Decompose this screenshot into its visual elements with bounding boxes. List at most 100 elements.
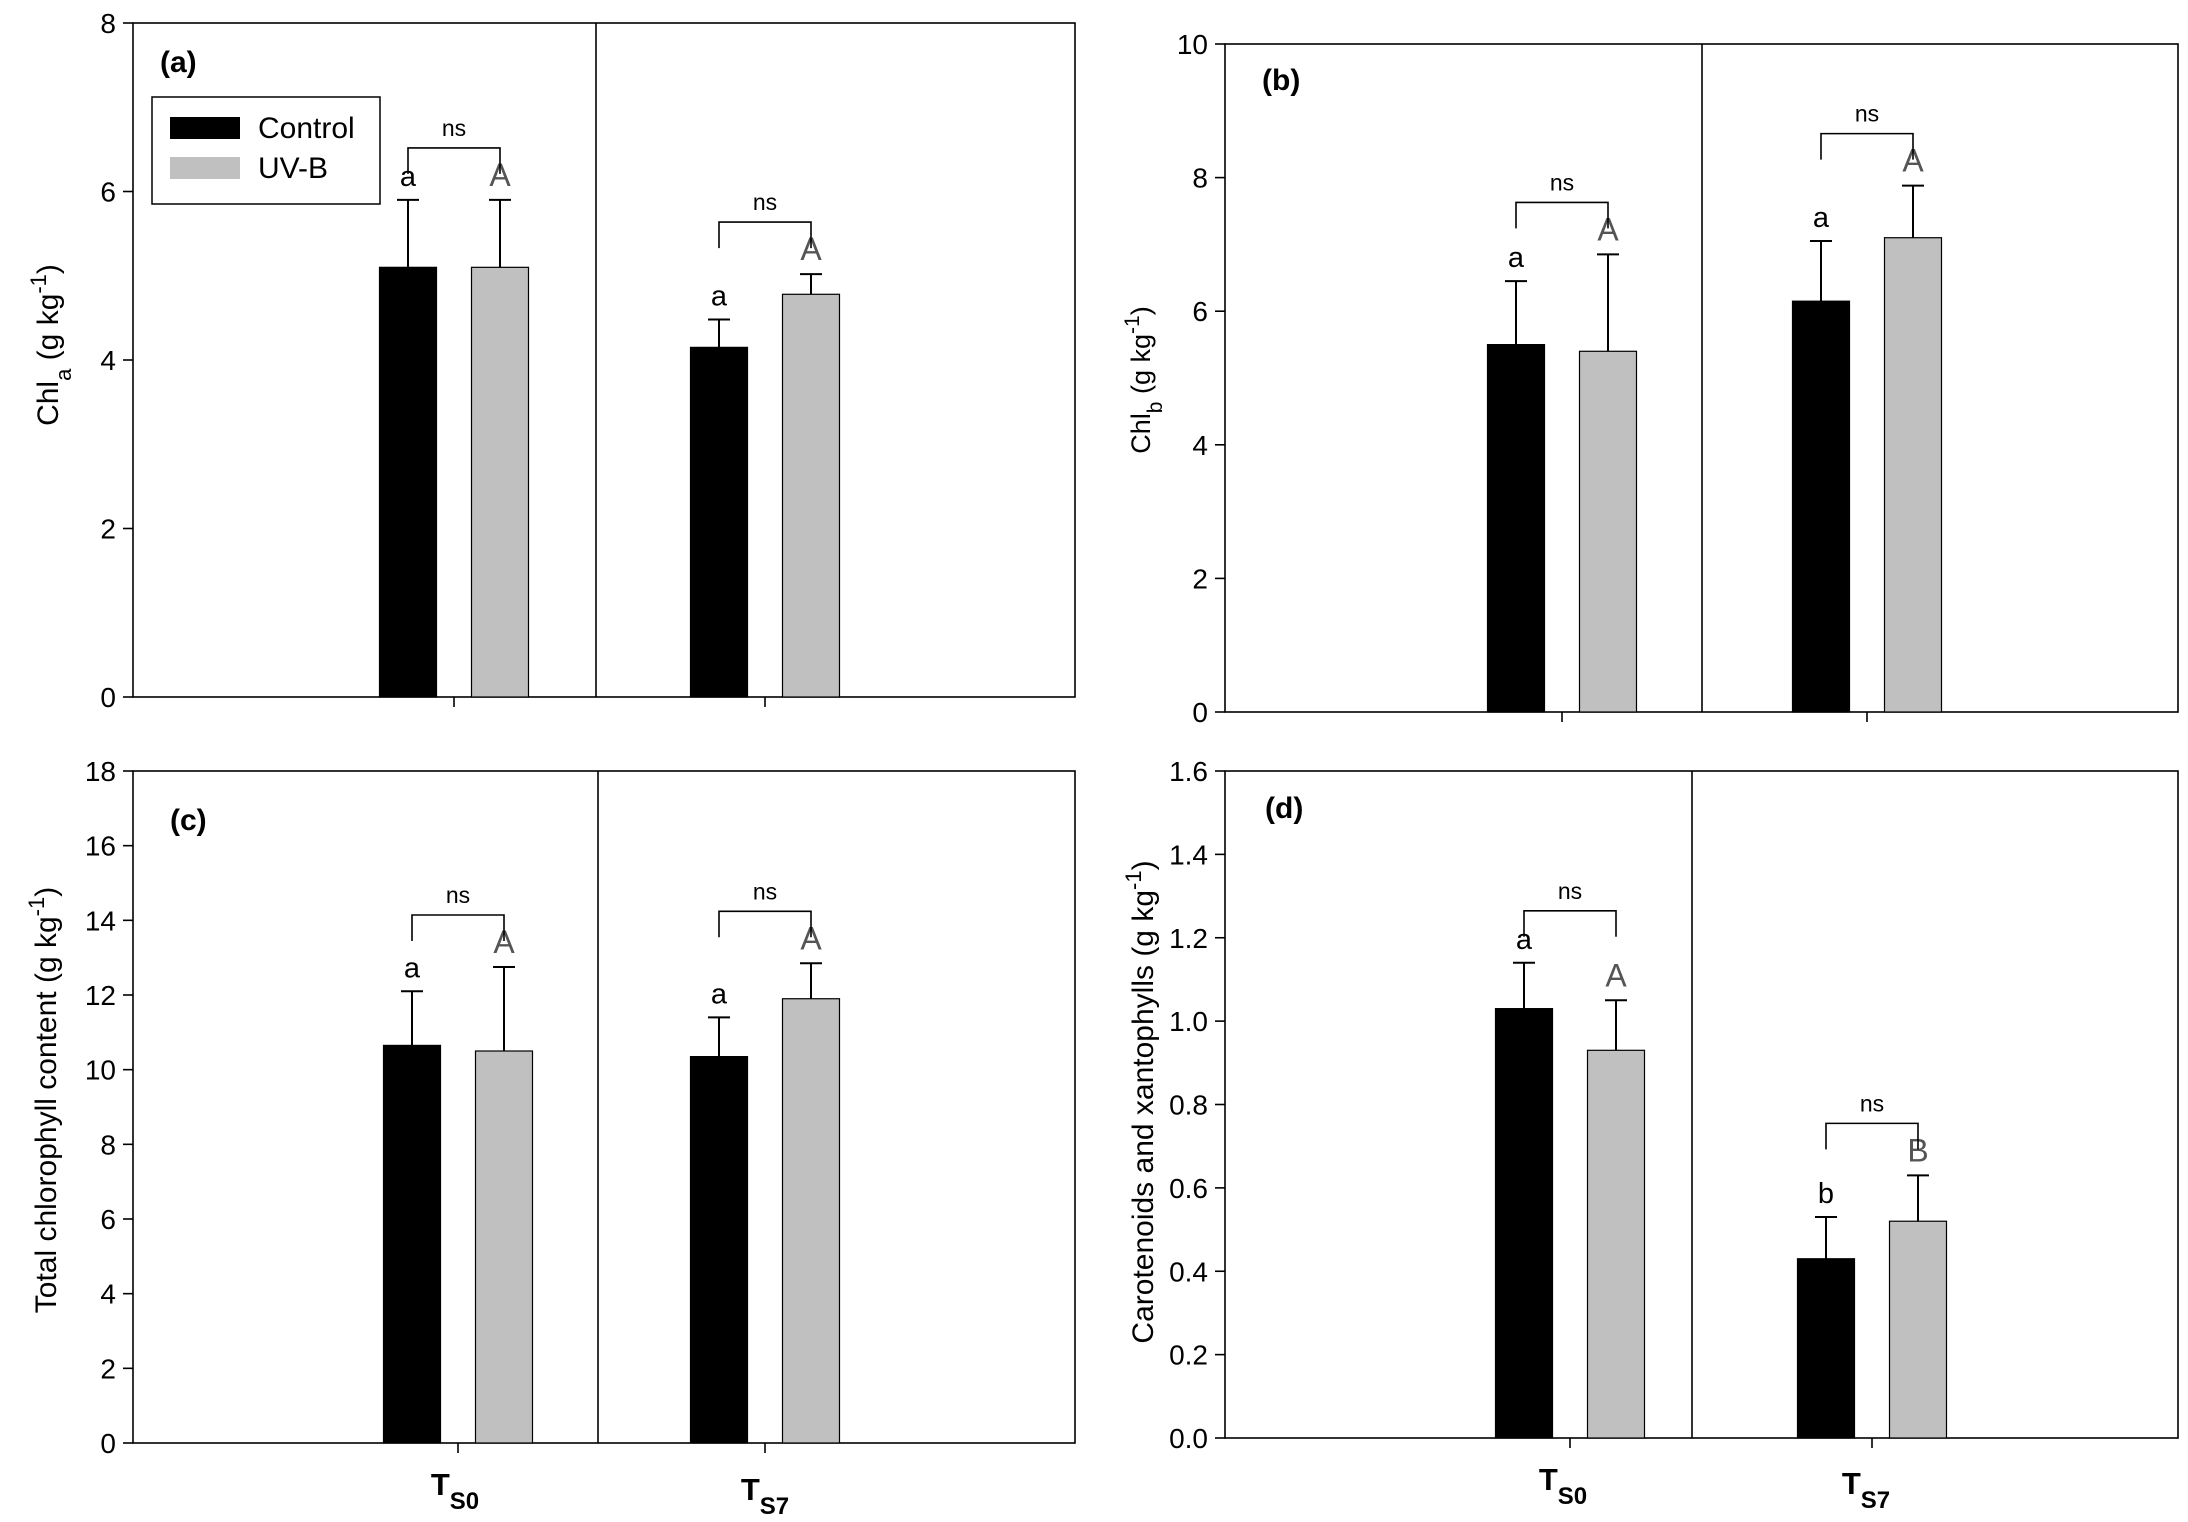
panel-label-c: (c): [170, 804, 207, 837]
bracket-label-b: ns: [1855, 101, 1879, 127]
x-label-d-ts0: TS0: [1539, 1462, 1587, 1510]
legend-box: [151, 96, 381, 205]
y-tick-label-c: 8: [100, 1129, 116, 1160]
bar-control-c: [689, 1055, 749, 1444]
y-tick-label-a: 8: [100, 8, 116, 39]
bar-control-a: [378, 266, 438, 698]
significance-bracket-d: [1825, 1122, 1919, 1150]
y-tick-label-b: 4: [1192, 430, 1208, 461]
significance-letter-c: a: [404, 952, 421, 984]
bar-control-d: [1796, 1258, 1856, 1439]
plot-d: (d) 0.0 0.2 0.4 0.6 0.8 1.0 1.2 1.4 1.6 a b A Bns ns: [1169, 756, 2179, 1454]
y-tick-label-d: 0.2: [1169, 1340, 1208, 1371]
legend-swatch-uvb: [170, 157, 240, 179]
bracket-label-b: ns: [1550, 169, 1574, 195]
legend-label-control: Control: [258, 112, 355, 145]
significance-letter-d: B: [1907, 1132, 1928, 1168]
y-tick-label-c: 16: [85, 831, 116, 862]
bar-control-d: [1494, 1008, 1554, 1439]
bar-uvb-a: [470, 266, 530, 698]
bracket-label-c: ns: [753, 878, 777, 904]
panel-d-ylabel: Carotenoids and xantophylls (g kg-1): [1121, 860, 1161, 1343]
significance-letter-b: A: [1902, 143, 1924, 179]
bar-uvb-c: [781, 998, 841, 1444]
y-tick-label-d: 0.8: [1169, 1090, 1208, 1121]
plot-c: (c) 0 2 4 6 8 10 12 14 16 18 a a A Ans ns: [85, 756, 1076, 1459]
significance-bracket-d: [1523, 909, 1617, 937]
y-tick-label-a: 6: [100, 177, 116, 208]
legend-swatch-control: [170, 117, 240, 139]
bracket-label-d: ns: [1558, 878, 1582, 904]
y-tick-label-c: 0: [100, 1428, 116, 1459]
significance-letter-a: A: [800, 231, 822, 267]
legend-label-uvb: UV-B: [258, 152, 328, 185]
significance-bracket-c: [411, 914, 505, 941]
plot-a: (a) 0 2 4 6 8 a a A Ans ns: [100, 8, 1076, 713]
bar-uvb-b: [1883, 237, 1943, 713]
panel-label-b: (b): [1262, 64, 1300, 97]
x-label-d-ts7: TS7: [1842, 1466, 1890, 1514]
panel-c: Total chlorophyll content (g kg-1): [24, 887, 64, 1313]
panel-c-ylabel: Total chlorophyll content (g kg-1): [24, 887, 64, 1313]
bar-control-b: [1791, 300, 1851, 713]
bracket-label-a: ns: [753, 189, 777, 215]
y-tick-label-a: 4: [100, 345, 116, 376]
y-tick-label-d: 0.4: [1169, 1256, 1208, 1287]
y-tick-label-d: 1.2: [1169, 923, 1208, 954]
panel-label-a: (a): [160, 46, 197, 79]
legend: Control UV-B: [151, 96, 381, 205]
significance-bracket-a: [407, 147, 501, 174]
y-tick-label-b: 2: [1192, 563, 1208, 594]
bar-uvb-a: [781, 293, 841, 698]
bar-control-a: [689, 346, 749, 698]
y-tick-label-d: 1.0: [1169, 1006, 1208, 1037]
y-tick-label-d: 0.6: [1169, 1173, 1208, 1204]
y-tick-label-c: 18: [85, 756, 116, 787]
y-tick-label-c: 6: [100, 1204, 116, 1235]
bracket-label-a: ns: [442, 115, 466, 141]
significance-letter-d: A: [1605, 957, 1627, 993]
significance-letter-b: a: [1813, 202, 1830, 234]
significance-letter-b: A: [1597, 211, 1619, 247]
panel-a-ylabel: Chla (g kg-1): [26, 264, 76, 426]
bar-uvb-d: [1586, 1049, 1646, 1439]
significance-bracket-b: [1820, 132, 1914, 160]
y-tick-label-a: 2: [100, 514, 116, 545]
significance-letter-a: a: [400, 161, 417, 193]
plot-frame-c: [132, 770, 1076, 1444]
panel-label-d: (d): [1265, 792, 1303, 825]
y-tick-label-d: 1.4: [1169, 839, 1208, 870]
plot-b: (b) 0 2 4 6 8 10 a a A Ans ns: [1177, 29, 2179, 728]
y-tick-label-c: 2: [100, 1353, 116, 1384]
significance-letter-b: a: [1508, 242, 1525, 274]
x-label-c-ts0: TS0: [431, 1467, 479, 1515]
y-tick-label-b: 0: [1192, 697, 1208, 728]
panel-b-ylabel: Chlb (g kg-1): [1121, 306, 1167, 453]
bracket-label-d: ns: [1860, 1090, 1884, 1116]
y-tick-label-b: 6: [1192, 296, 1208, 327]
x-label-c-ts7: TS7: [741, 1472, 789, 1520]
significance-letter-a: a: [711, 281, 728, 313]
significance-letter-c: A: [493, 924, 515, 960]
y-tick-label-b: 8: [1192, 163, 1208, 194]
significance-letter-a: A: [489, 157, 511, 193]
y-tick-label-d: 1.6: [1169, 756, 1208, 787]
y-tick-label-c: 14: [85, 905, 116, 936]
significance-letter-d: a: [1516, 924, 1533, 956]
y-tick-label-a: 0: [100, 682, 116, 713]
significance-letter-d: b: [1818, 1178, 1834, 1210]
significance-bracket-a: [718, 221, 812, 249]
bar-uvb-d: [1888, 1220, 1948, 1439]
significance-bracket-b: [1515, 201, 1609, 229]
y-tick-label-c: 10: [85, 1055, 116, 1086]
y-tick-label-c: 4: [100, 1279, 116, 1310]
bar-control-b: [1486, 344, 1546, 713]
bar-control-c: [382, 1044, 442, 1444]
x-category-labels: TS0 TS7 TS0 TS7: [431, 1462, 1890, 1520]
significance-bracket-c: [718, 910, 812, 938]
y-tick-label-b: 10: [1177, 29, 1208, 60]
panel-a: Chla (g kg-1): [26, 264, 76, 426]
significance-letter-c: A: [800, 920, 822, 956]
